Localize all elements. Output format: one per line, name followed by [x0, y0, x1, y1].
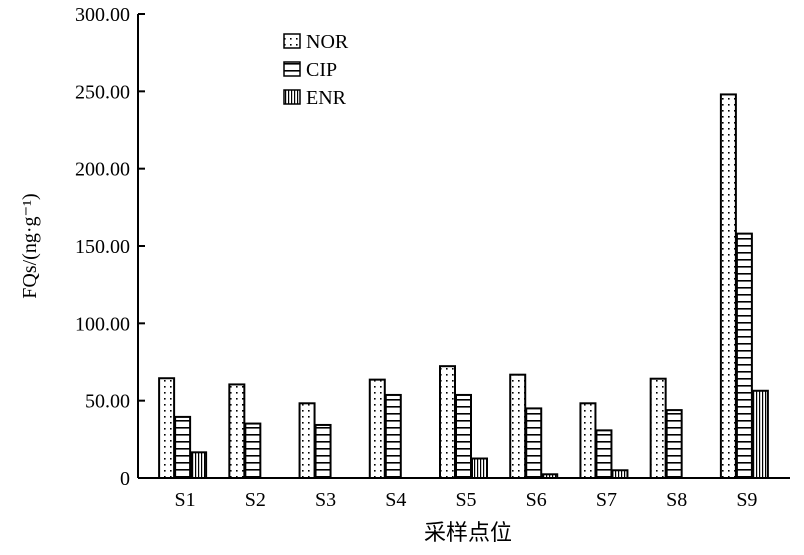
y-tick-label: 100.00: [75, 313, 130, 335]
y-tick-label: 250.00: [75, 81, 130, 103]
y-tick-label: 50.00: [85, 391, 130, 413]
bar-cip-s5: [455, 393, 472, 479]
bar-enr-s5: [471, 457, 488, 479]
legend-swatch-nor: [283, 33, 301, 49]
bar-nor-s3: [298, 402, 316, 479]
axes: 0 50.00 100.00 150.00 200.00 250.00 300.00 S1 S2…: [75, 4, 790, 511]
bar-nor-s1: [158, 377, 176, 479]
y-tick-label: 150.00: [75, 236, 130, 258]
legend-label: NOR: [306, 31, 349, 53]
bar-nor-s7: [579, 402, 597, 479]
bar-cip-s3: [314, 423, 332, 480]
x-tick-label: S5: [455, 489, 476, 511]
x-axis-label: 采样点位: [424, 520, 512, 545]
bar-nor-s8: [649, 377, 667, 480]
bar-nor-s4: [368, 378, 386, 479]
bar-cip-s9: [735, 232, 753, 479]
x-tick-label: S4: [385, 489, 406, 511]
x-tick-label: S2: [245, 489, 266, 511]
x-tick-label: S7: [596, 489, 617, 511]
x-tick-label: S6: [526, 489, 547, 511]
y-tick-label: 300.00: [75, 4, 130, 26]
bar-cip-s1: [174, 415, 192, 480]
x-tick-label: S9: [736, 489, 757, 511]
bar-nor-s6: [509, 373, 527, 480]
x-tick-label: S3: [315, 489, 336, 511]
bars: [158, 93, 769, 480]
bar-enr-s6: [541, 473, 559, 479]
bar-nor-s5: [439, 365, 456, 479]
bar-cip-s6: [525, 407, 543, 479]
y-tick-label: 200.00: [75, 159, 130, 181]
bar-cip-s4: [384, 393, 402, 479]
x-tick-label: S8: [666, 489, 687, 511]
bar-nor-s2: [228, 383, 246, 479]
bar-cip-s2: [244, 422, 262, 480]
legend-label: CIP: [306, 59, 337, 81]
y-tick-label: 0: [120, 468, 130, 490]
bar-nor-s9: [719, 93, 737, 479]
legend-swatch-cip: [283, 61, 301, 77]
bar-cip-s7: [595, 429, 613, 480]
legend-swatch-enr: [283, 89, 301, 105]
y-axis-label: FQs/(ng·g⁻¹): [19, 193, 41, 298]
legend: NOR CIP ENR: [283, 31, 349, 109]
bar-cip-s8: [665, 409, 683, 479]
x-tick-label: S1: [175, 489, 196, 511]
bar-enr-s9: [751, 389, 769, 480]
bar-enr-s1: [190, 451, 208, 480]
legend-label: ENR: [306, 87, 347, 109]
bar-enr-s7: [611, 469, 629, 479]
